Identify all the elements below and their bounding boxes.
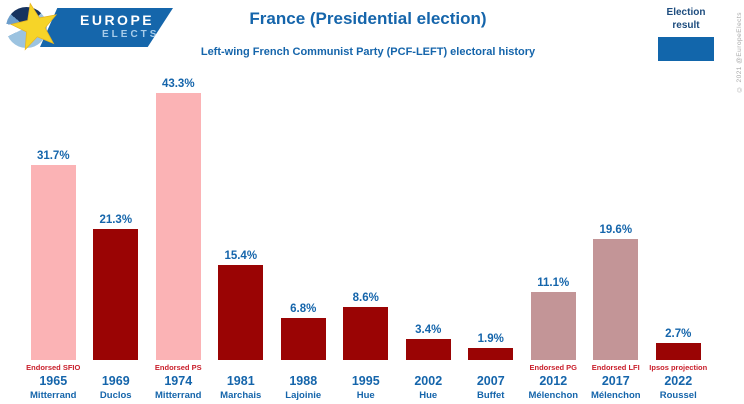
bar-year-label: 1988 xyxy=(289,374,318,388)
bar-value-label: 31.7% xyxy=(36,149,70,162)
bar-column: 21.3% 1969 Duclos xyxy=(85,75,148,404)
legend: Election result xyxy=(640,6,732,61)
europe-elects-logo: EUROPE ELECTS xyxy=(0,0,185,60)
bar-note: Endorsed SFIO xyxy=(26,363,81,372)
bar-axis-labels: 2002 Hue xyxy=(397,360,460,404)
bar-chart: 31.7% Endorsed SFIO 1965 Mitterrand 21.3% 196… xyxy=(22,75,710,404)
bar-candidate-label: Hue xyxy=(419,390,438,401)
logo-banner: EUROPE ELECTS xyxy=(40,8,173,47)
bar-value-label: 8.6% xyxy=(352,292,379,304)
bar-year-label: 1995 xyxy=(351,374,380,388)
bar xyxy=(655,343,701,360)
bar-candidate-label: Roussel xyxy=(659,390,697,401)
bar-axis-labels: 1981 Marchais xyxy=(210,360,273,404)
bar-column: 19.6% Endorsed LFI 2017 Mélenchon xyxy=(585,75,648,404)
bar-candidate-label: Mitterrand xyxy=(155,390,202,401)
bar-year-label: 1965 xyxy=(39,374,68,388)
bar-axis-labels: 1969 Duclos xyxy=(85,360,148,404)
bar-year-label: 2007 xyxy=(476,374,505,388)
bar-column: 11.1% Endorsed PG 2012 Mélenchon xyxy=(522,75,585,404)
bar xyxy=(30,164,76,360)
bar-note: Endorsed PS xyxy=(154,363,202,372)
bar-column: 6.8% 1988 Lajoinie xyxy=(272,75,335,404)
bar-axis-labels: 1995 Hue xyxy=(335,360,398,404)
bar-note: Endorsed PG xyxy=(529,363,577,372)
bar-year-label: 1981 xyxy=(226,374,255,388)
bar xyxy=(93,228,139,360)
bar-column: 2.7% Ipsos projection 2022 Roussel xyxy=(647,75,710,404)
bar xyxy=(343,307,389,360)
bar-candidate-label: Hue xyxy=(356,390,375,401)
bar-year-label: 2017 xyxy=(601,374,630,388)
bar-value-label: 11.1% xyxy=(537,276,570,289)
bar-candidate-label: Mélenchon xyxy=(590,390,641,401)
bar-year-label: 2012 xyxy=(539,374,568,388)
bar-candidate-label: Buffet xyxy=(477,390,505,401)
bar xyxy=(155,93,201,360)
bar-candidate-label: Mitterrand xyxy=(30,390,77,401)
bar-value-label: 1.9% xyxy=(477,333,504,346)
bar-note: Ipsos projection xyxy=(649,363,708,372)
bar xyxy=(280,318,326,360)
bar-candidate-label: Mélenchon xyxy=(528,390,579,401)
bar xyxy=(218,265,264,360)
bar-year-label: 2002 xyxy=(414,374,443,388)
bar xyxy=(405,339,451,360)
bar-value-label: 6.8% xyxy=(290,303,317,316)
bar-candidate-label: Lajoinie xyxy=(285,390,322,401)
bar-value-label: 21.3% xyxy=(99,213,133,226)
bar xyxy=(530,291,576,360)
bar-note: Endorsed LFI xyxy=(591,363,640,372)
bar-column: 15.4% 1981 Marchais xyxy=(210,75,273,404)
bar xyxy=(468,348,514,360)
star-icon xyxy=(10,2,58,51)
logo-text-elects: ELECTS xyxy=(102,29,160,40)
bar-axis-labels: Endorsed SFIO 1965 Mitterrand xyxy=(22,360,85,404)
page-title: France (Presidential election) xyxy=(249,9,487,28)
bar-axis-labels: Endorsed PS 1974 Mitterrand xyxy=(147,360,210,404)
bar-axis-labels: 2007 Buffet xyxy=(460,360,523,404)
bar-axis-labels: Endorsed PG 2012 Mélenchon xyxy=(522,360,585,404)
bar-value-label: 43.3% xyxy=(161,78,195,90)
legend-swatch xyxy=(658,37,714,61)
bar-axis-labels: Ipsos projection 2022 Roussel xyxy=(647,360,710,404)
bar-candidate-label: Marchais xyxy=(220,390,262,401)
bar-value-label: 19.6% xyxy=(599,224,633,237)
bar-column: 43.3% Endorsed PS 1974 Mitterrand xyxy=(147,75,210,404)
bar-axis-labels: 1988 Lajoinie xyxy=(272,360,335,404)
bar-year-label: 1969 xyxy=(101,374,130,388)
copyright-note: © 2021 @EuropeElects xyxy=(736,12,743,93)
bar-column: 31.7% Endorsed SFIO 1965 Mitterrand xyxy=(22,75,85,404)
bar-year-label: 2022 xyxy=(664,374,693,388)
bar-value-label: 15.4% xyxy=(224,250,258,262)
legend-label: Election result xyxy=(666,7,706,31)
bar-value-label: 3.4% xyxy=(415,324,442,336)
bar xyxy=(593,239,639,360)
bar-column: 8.6% 1995 Hue xyxy=(335,75,398,404)
logo-text-europe: EUROPE xyxy=(80,12,155,28)
bar-candidate-label: Duclos xyxy=(99,390,132,401)
page-subtitle: Left-wing French Communist Party (PCF-LE… xyxy=(200,46,536,58)
bar-column: 1.9% 2007 Buffet xyxy=(460,75,523,404)
bar-axis-labels: Endorsed LFI 2017 Mélenchon xyxy=(585,360,648,404)
bar-value-label: 2.7% xyxy=(665,328,692,341)
bar-column: 3.4% 2002 Hue xyxy=(397,75,460,404)
bar-year-label: 1974 xyxy=(164,374,193,388)
